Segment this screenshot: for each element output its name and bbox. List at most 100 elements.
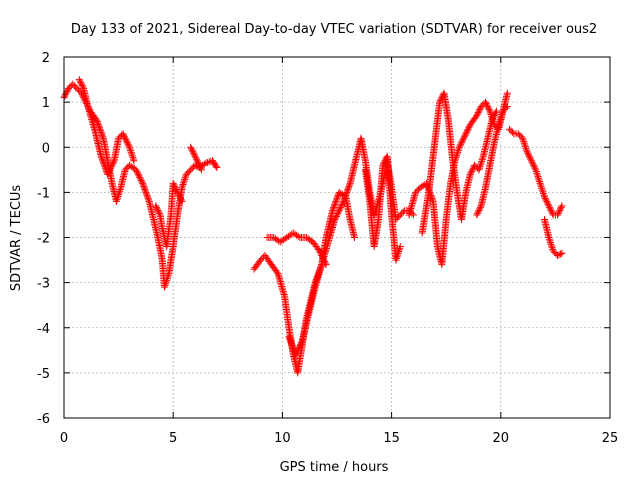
data-point-sample [133,167,141,175]
data-point-sample [125,142,133,150]
data-point-sample [460,133,468,141]
data-point-sample [98,154,106,162]
series-track [405,89,511,269]
y-axis-label: SDTVAR / TECUs [9,185,24,292]
data-point [112,197,120,205]
data-point-sample [502,104,510,112]
data-point-sample [100,161,108,169]
data-point-sample [287,337,295,345]
data-point-sample [192,154,200,162]
data-point-sample [479,154,487,162]
data-point-sample [478,157,486,165]
data-point-sample [454,147,462,155]
data-point-sample [273,268,281,276]
data-point-sample [342,191,350,199]
data-point [121,166,129,174]
data-point-sample [76,77,84,85]
data-point-sample [457,140,465,148]
data-point-sample [556,250,564,258]
series-track [187,143,206,174]
data-point-sample [467,169,475,177]
data-point-sample [546,205,554,213]
data-point [187,166,195,174]
data-point-sample [187,145,195,153]
data-point-sample [524,149,532,157]
data-point-sample [297,339,305,347]
data-point-sample [99,157,107,165]
data-point [558,249,566,257]
data-point [545,234,553,241]
data-point-sample [144,194,152,202]
data-point-sample [108,161,116,169]
data-point-sample [195,161,203,169]
data-point-sample [196,163,204,171]
data-point-sample [556,205,564,213]
data-point-sample [314,246,322,254]
data-point-sample [294,346,302,354]
data-point-sample [175,191,183,199]
x-axis-label: GPS time / hours [280,460,389,475]
y-tick-label: -6 [37,412,50,427]
data-point-sample [184,169,192,177]
data-point-sample [142,188,150,196]
series-track [60,80,221,291]
data-point-sample [180,177,188,185]
data-point-sample [472,113,480,121]
data-point-sample [122,136,130,144]
data-point-sample [331,200,339,208]
data-point [285,333,293,341]
data-point-sample [542,196,550,204]
data-point-sample [135,172,143,180]
data-point [475,166,483,174]
data-point [436,98,444,106]
data-point-sample [533,169,541,177]
data-point-sample [548,208,556,216]
data-point [152,202,160,210]
data-point-sample [332,197,340,205]
data-point-sample [546,239,554,247]
data-point-sample [498,111,506,119]
data-point [97,152,105,160]
data-point-sample [476,106,484,114]
data-point-sample [344,184,352,192]
data-point [316,247,324,255]
data-point-sample [464,125,472,133]
data-point-sample [555,208,563,216]
data-point-sample [77,79,85,87]
data-point [329,206,337,214]
series-track [75,76,138,178]
data-point [75,76,83,84]
data-point-sample [393,254,401,262]
data-point-sample [463,128,471,136]
data-point-sample [458,137,466,145]
data-point-sample [527,155,535,163]
data-point [499,107,507,115]
data-point-sample [286,336,294,344]
data-point-sample [109,160,117,168]
data-point-sample [177,196,185,204]
data-point-sample [70,82,78,90]
data-point-sample [134,170,142,178]
data-point-sample [293,348,301,356]
data-point-sample [429,196,437,204]
data-point [523,148,531,156]
data-point [187,143,195,151]
data-point-sample [343,188,351,196]
data-point [503,103,511,111]
data-point [340,197,348,205]
data-point-sample [114,192,122,200]
data-point-sample [339,199,347,207]
data-point [396,211,404,219]
data-point-sample [484,104,492,112]
data-point-sample [537,181,545,189]
data-point-sample [522,144,530,152]
data-point [488,116,496,124]
data-point-sample [331,199,339,207]
data-point-sample [179,180,187,188]
data-point-sample [176,193,184,201]
data-point-sample [138,178,146,186]
data-point-sample [152,203,160,211]
y-tick-label: -3 [37,277,50,292]
data-point [139,179,147,187]
data-point [532,166,540,174]
